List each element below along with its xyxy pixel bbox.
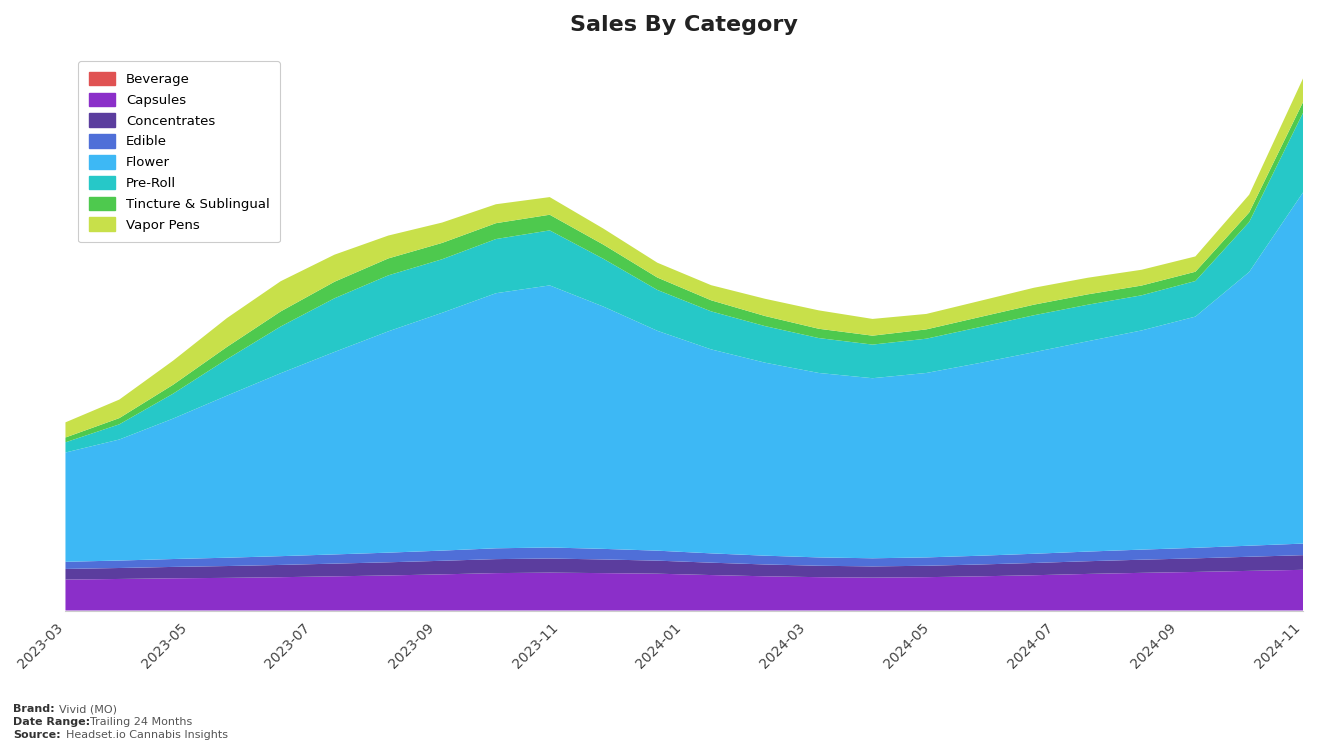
Text: Headset.io Cannabis Insights: Headset.io Cannabis Insights <box>66 730 228 740</box>
Title: Sales By Category: Sales By Category <box>571 15 799 35</box>
Text: Brand:: Brand: <box>13 704 55 715</box>
Text: Source:: Source: <box>13 730 61 740</box>
Text: Trailing 24 Months: Trailing 24 Months <box>90 717 192 727</box>
Text: Vivid (MO): Vivid (MO) <box>59 704 117 715</box>
Text: Date Range:: Date Range: <box>13 717 91 727</box>
Legend: Beverage, Capsules, Concentrates, Edible, Flower, Pre-Roll, Tincture & Sublingua: Beverage, Capsules, Concentrates, Edible… <box>78 61 279 242</box>
